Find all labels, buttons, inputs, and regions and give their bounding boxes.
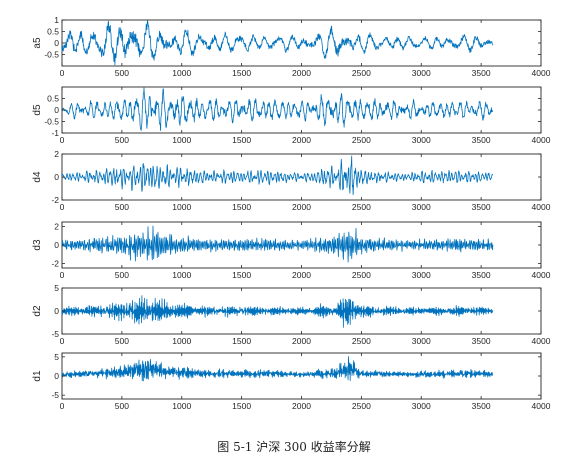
y-axis-label-d2: d2 xyxy=(32,305,43,317)
series-line-d1 xyxy=(61,356,494,382)
y-tick-label: -5 xyxy=(51,329,59,339)
x-tick-label: 2000 xyxy=(292,270,311,280)
x-tick-label: 4000 xyxy=(532,336,551,346)
x-tick-label: 4000 xyxy=(532,270,551,280)
y-axis-label-a5: a5 xyxy=(32,37,43,49)
panel-a5: 0 500 1000 1500 2000 2500 3000 3500 4000-0.500.5… xyxy=(32,15,551,78)
x-tick-label: 2500 xyxy=(352,135,371,145)
y-tick-label: 0 xyxy=(54,172,59,182)
x-tick-label: 3000 xyxy=(412,202,431,212)
x-tick-label: 0 xyxy=(60,336,65,346)
y-axis-label-d4: d4 xyxy=(32,171,43,183)
x-tick-label: 2500 xyxy=(352,270,371,280)
y-axis-label-d5: d5 xyxy=(32,104,43,116)
y-axis-label-d3: d3 xyxy=(32,239,43,251)
y-tick-label: 0 xyxy=(54,371,59,381)
x-tick-label: 500 xyxy=(115,401,129,411)
x-tick-label: 4000 xyxy=(532,68,551,78)
x-tick-label: 3500 xyxy=(472,336,491,346)
x-tick-label: 4000 xyxy=(532,202,551,212)
x-tick-label: 1000 xyxy=(172,135,191,145)
series-line-d5 xyxy=(61,87,494,131)
y-tick-label: -0.5 xyxy=(44,117,59,127)
y-tick-label: 2 xyxy=(54,222,59,232)
x-tick-label: 1500 xyxy=(232,135,251,145)
x-tick-label: 3000 xyxy=(412,68,431,78)
x-tick-label: 1500 xyxy=(232,401,251,411)
x-tick-label: 1500 xyxy=(232,202,251,212)
y-tick-label: -0.5 xyxy=(44,50,59,60)
x-tick-label: 0 xyxy=(60,68,65,78)
series-line-d3 xyxy=(61,225,494,263)
y-tick-label: 0.5 xyxy=(47,27,59,37)
y-tick-label: 0 xyxy=(54,105,59,115)
x-tick-label: 1000 xyxy=(172,68,191,78)
y-tick-label: 1 xyxy=(54,15,59,25)
x-tick-label: 500 xyxy=(115,68,129,78)
x-tick-label: 2000 xyxy=(292,202,311,212)
y-tick-label: 0 xyxy=(54,240,59,250)
x-tick-label: 1000 xyxy=(172,270,191,280)
y-tick-label: 5 xyxy=(54,283,59,293)
x-tick-label: 1000 xyxy=(172,336,191,346)
x-tick-label: 2500 xyxy=(352,68,371,78)
x-tick-label: 2000 xyxy=(292,68,311,78)
figure-caption: 图 5-1 沪深 300 收益率分解 xyxy=(217,440,371,454)
x-tick-label: 1000 xyxy=(172,401,191,411)
x-tick-label: 2500 xyxy=(352,336,371,346)
decomposition-figure: 0 500 1000 1500 2000 2500 3000 3500 4000-0.500.5… xyxy=(32,15,551,411)
x-tick-label: 0 xyxy=(60,202,65,212)
x-tick-label: 3500 xyxy=(472,68,491,78)
x-tick-label: 500 xyxy=(115,270,129,280)
x-tick-label: 0 xyxy=(60,401,65,411)
y-tick-label: 0.5 xyxy=(47,94,59,104)
x-tick-label: 3000 xyxy=(412,336,431,346)
x-tick-label: 3000 xyxy=(412,401,431,411)
x-tick-label: 2000 xyxy=(292,336,311,346)
x-tick-label: 1000 xyxy=(172,202,191,212)
y-tick-label: 5 xyxy=(54,352,59,362)
series-line-d4 xyxy=(61,155,494,196)
y-tick-label: 0 xyxy=(54,306,59,316)
y-axis-label-d1: d1 xyxy=(32,370,43,382)
x-tick-label: 3000 xyxy=(412,270,431,280)
y-tick-label: 2 xyxy=(54,149,59,159)
x-tick-label: 500 xyxy=(115,135,129,145)
x-tick-label: 1500 xyxy=(232,270,251,280)
x-tick-label: 4000 xyxy=(532,135,551,145)
x-tick-label: 4000 xyxy=(532,401,551,411)
panel-d5: 0 500 1000 1500 2000 2500 3000 3500 4000-1-0.500… xyxy=(32,86,551,145)
x-tick-label: 3500 xyxy=(472,270,491,280)
x-tick-label: 3000 xyxy=(412,135,431,145)
x-tick-label: 1500 xyxy=(232,68,251,78)
x-tick-label: 3500 xyxy=(472,202,491,212)
x-tick-label: 2500 xyxy=(352,202,371,212)
x-tick-label: 0 xyxy=(60,135,65,145)
x-tick-label: 1500 xyxy=(232,336,251,346)
y-tick-label: -1 xyxy=(51,128,59,138)
x-tick-label: 2000 xyxy=(292,401,311,411)
x-tick-label: 500 xyxy=(115,202,129,212)
y-tick-label: -5 xyxy=(51,390,59,400)
y-tick-label: -2 xyxy=(51,258,59,268)
x-tick-label: 0 xyxy=(60,270,65,280)
x-tick-label: 3500 xyxy=(472,401,491,411)
y-tick-label: 0 xyxy=(54,38,59,48)
x-tick-label: 500 xyxy=(115,336,129,346)
x-tick-label: 2500 xyxy=(352,401,371,411)
x-tick-label: 2000 xyxy=(292,135,311,145)
y-tick-label: -2 xyxy=(51,195,59,205)
x-tick-label: 3500 xyxy=(472,135,491,145)
series-line-a5 xyxy=(61,20,494,66)
series-line-d2 xyxy=(61,295,494,328)
